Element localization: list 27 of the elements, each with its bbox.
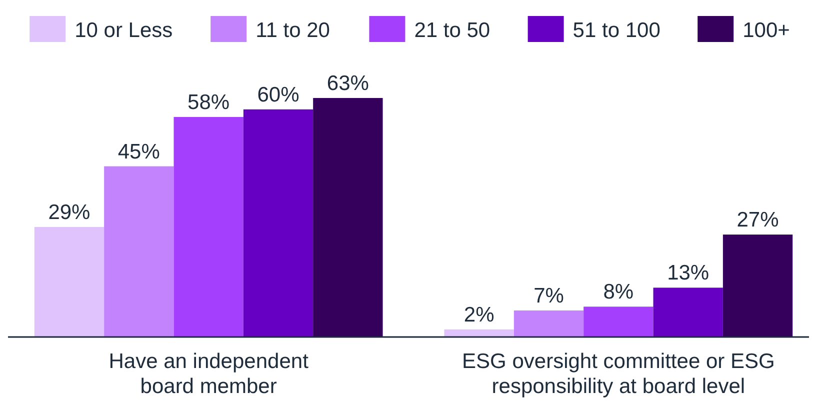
- data-label: 13%: [667, 262, 710, 285]
- legend-label: 21 to 50: [414, 19, 490, 42]
- x-tick-label: Have an independent board member: [108, 350, 309, 398]
- x-tick-label: ESG oversight committee or ESG responsibility at board level: [462, 350, 775, 398]
- data-label: 45%: [118, 140, 160, 164]
- legend-label: 11 to 20: [256, 19, 330, 42]
- bar: [584, 306, 654, 337]
- data-label: 7%: [534, 284, 564, 308]
- legend-label: 51 to 100: [572, 19, 660, 42]
- legend-label: 10 or Less: [74, 19, 173, 42]
- bar: [174, 116, 244, 337]
- bar: [313, 98, 383, 337]
- bar: [653, 288, 723, 337]
- bar: [722, 234, 793, 337]
- data-label: 27%: [736, 208, 779, 232]
- data-label: 63%: [326, 72, 369, 95]
- data-label: 2%: [464, 303, 494, 326]
- legend-label: 100+: [742, 19, 790, 42]
- data-label: 8%: [603, 280, 634, 304]
- bar: [444, 329, 514, 337]
- data-label: 60%: [257, 83, 300, 106]
- data-label: 58%: [188, 90, 230, 114]
- bar: [243, 109, 314, 337]
- bar: [34, 226, 104, 337]
- data-label: 29%: [48, 200, 90, 224]
- bar: [514, 310, 584, 337]
- bar: [104, 166, 174, 337]
